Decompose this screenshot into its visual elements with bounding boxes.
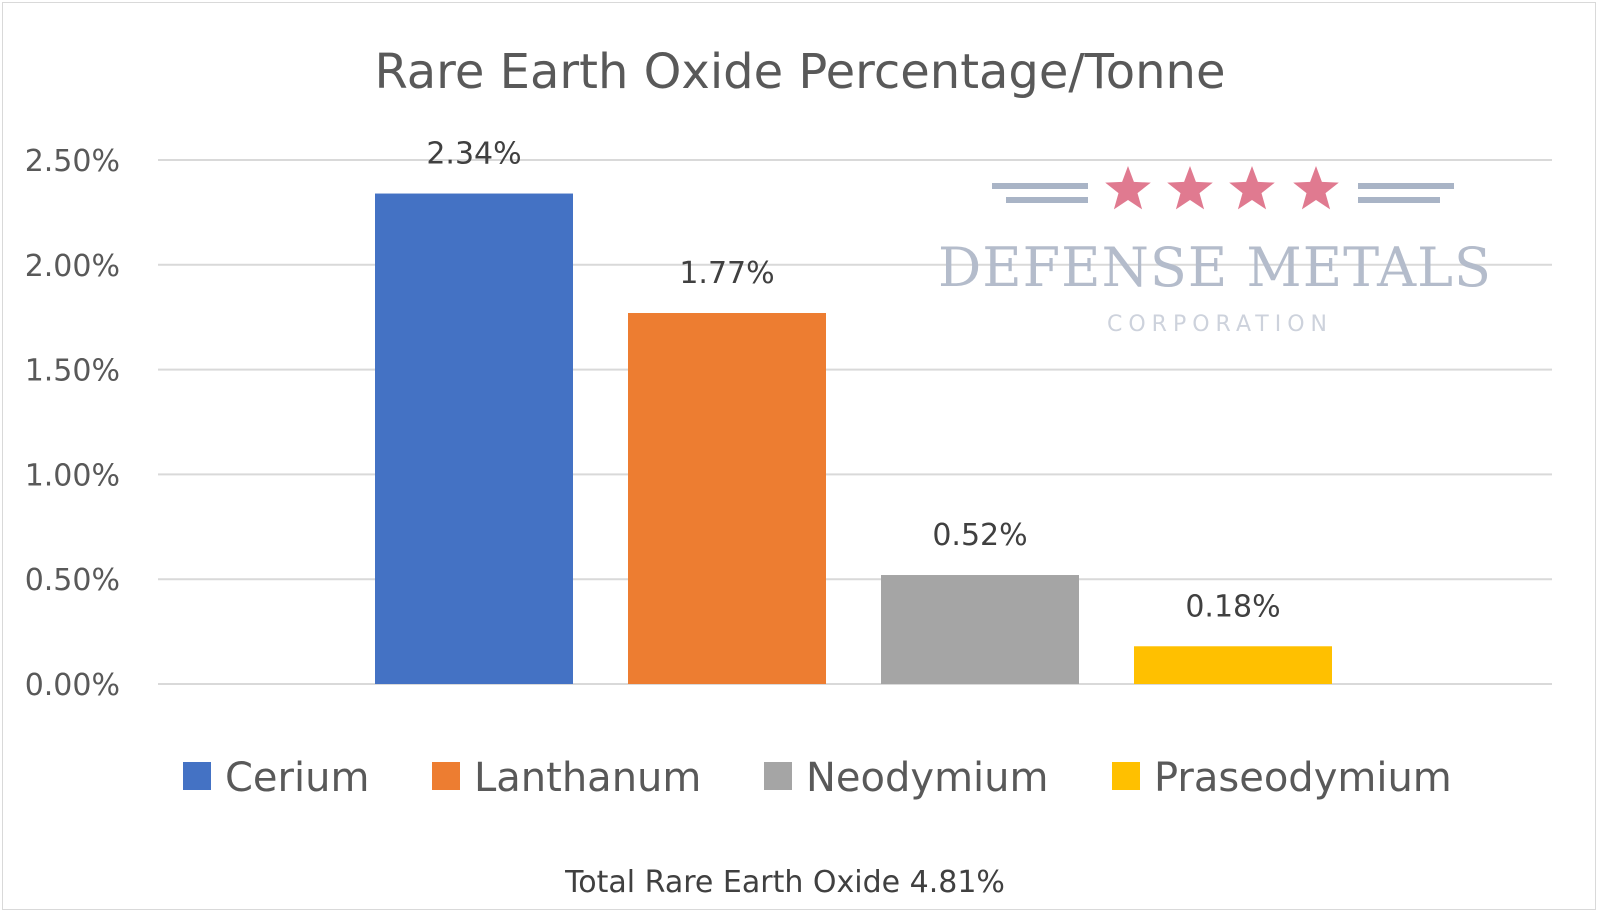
legend-swatch-lanthanum — [432, 762, 460, 790]
legend-swatch-cerium — [183, 762, 211, 790]
logo-star-icon — [1229, 166, 1275, 210]
y-tick-label: 2.50% — [25, 144, 120, 179]
data-label-lanthanum: 1.77% — [679, 256, 774, 291]
y-axis-ticks: 0.00% 0.50% 1.00% 1.50% 2.00% 2.50% — [25, 144, 120, 703]
legend-swatch-neodymium — [764, 762, 792, 790]
defense-metals-logo: DEFENSE METALS CORPORATION — [938, 166, 1492, 337]
logo-star-icon — [1167, 166, 1213, 210]
bar-praseodymium — [1134, 646, 1332, 684]
data-label-neodymium: 0.52% — [932, 518, 1027, 553]
bar-lanthanum — [628, 313, 826, 684]
y-tick-label: 2.00% — [25, 249, 120, 284]
legend-label-lanthanum: Lanthanum — [474, 755, 701, 801]
legend-label-neodymium: Neodymium — [806, 755, 1048, 801]
data-labels: 2.34% 1.77% 0.52% 0.18% — [426, 137, 1280, 625]
bar-cerium — [375, 193, 573, 684]
y-tick-label: 0.50% — [25, 563, 120, 598]
legend-label-praseodymium: Praseodymium — [1154, 755, 1452, 801]
y-tick-label: 1.50% — [25, 354, 120, 389]
logo-star-icon — [1105, 166, 1151, 210]
legend-label-cerium: Cerium — [225, 755, 369, 801]
logo-name: DEFENSE METALS — [938, 236, 1492, 299]
bar-neodymium — [881, 575, 1079, 684]
bars — [375, 193, 1332, 684]
data-label-cerium: 2.34% — [426, 137, 521, 172]
chart-title: Rare Earth Oxide Percentage/Tonne — [374, 44, 1225, 100]
y-tick-label: 0.00% — [25, 668, 120, 703]
logo-subtitle: CORPORATION — [1107, 312, 1333, 337]
logo-stars-icon — [992, 166, 1454, 210]
legend: Cerium Lanthanum Neodymium Praseodymium — [183, 755, 1452, 801]
total-footer: Total Rare Earth Oxide 4.81% — [564, 865, 1005, 900]
y-tick-label: 1.00% — [25, 458, 120, 493]
data-label-praseodymium: 0.18% — [1185, 589, 1280, 624]
legend-swatch-praseodymium — [1112, 762, 1140, 790]
logo-star-icon — [1293, 166, 1339, 210]
